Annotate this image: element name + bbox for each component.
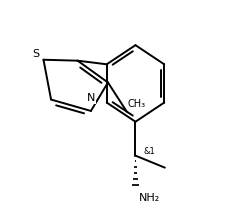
Text: CH₃: CH₃ [128,99,146,109]
Text: NH₂: NH₂ [139,193,161,202]
Text: S: S [32,49,39,59]
Text: &1: &1 [144,147,156,156]
Text: N: N [87,93,95,103]
